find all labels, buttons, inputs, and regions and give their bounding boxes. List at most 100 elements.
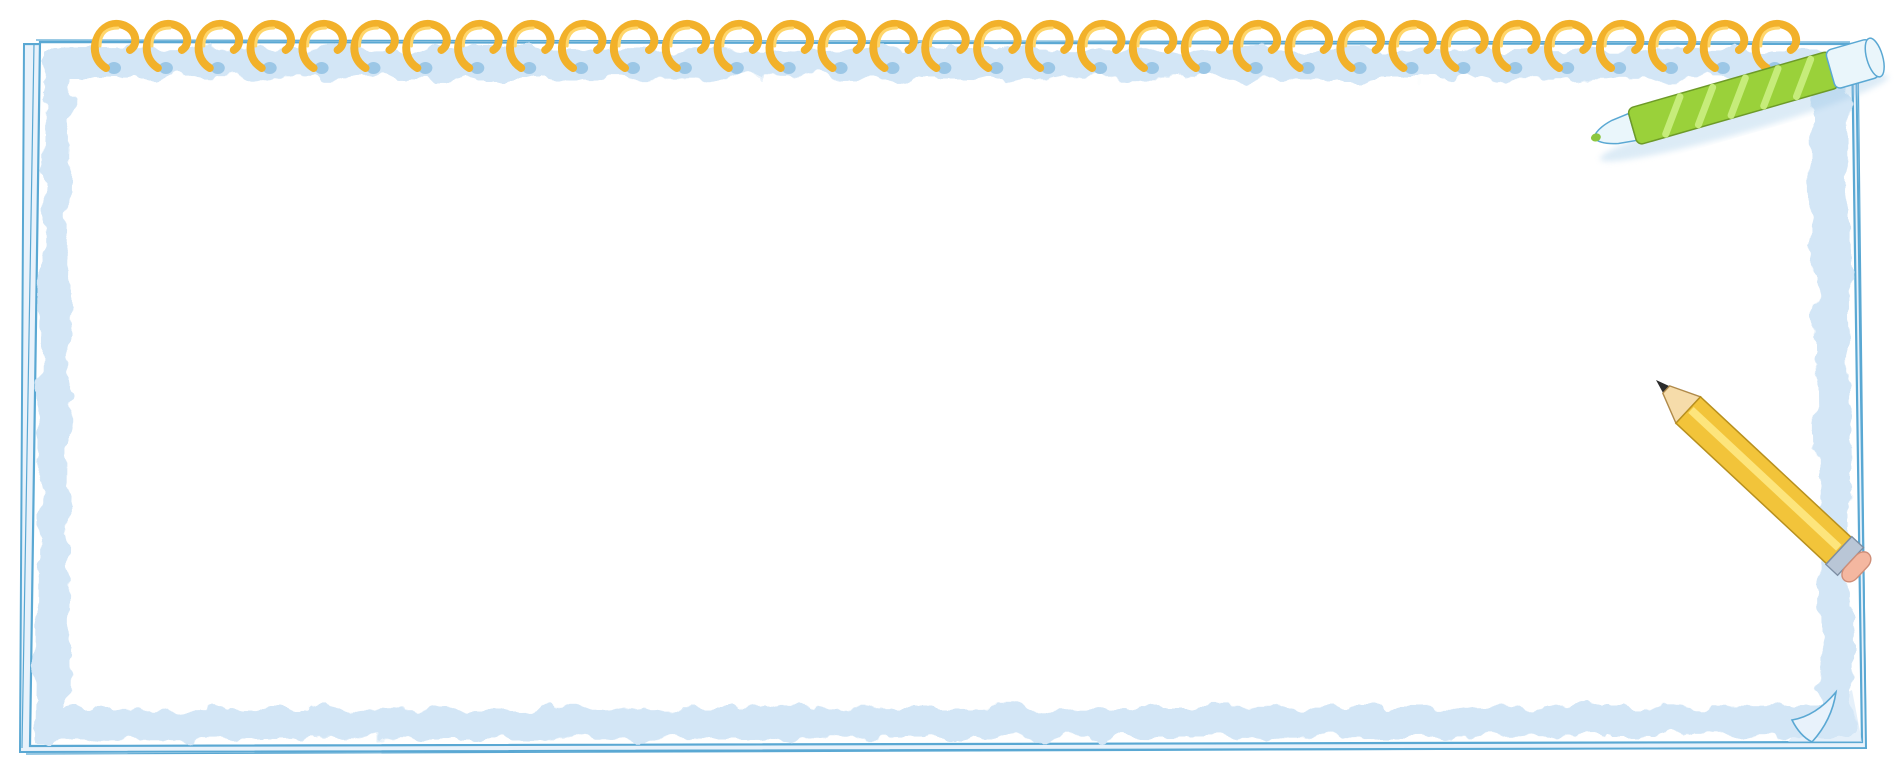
binding-hole: [1145, 62, 1159, 74]
ring-highlight: [306, 26, 328, 48]
binding-hole: [470, 62, 485, 74]
ring-wire: [1647, 20, 1697, 72]
ring-wire: [765, 20, 815, 72]
spiral-ring: [298, 20, 347, 74]
ring-wire: [506, 20, 555, 72]
marker-stripe: [1694, 83, 1717, 129]
spiral-ring: [869, 20, 918, 74]
ring-highlight: [1032, 26, 1054, 48]
binding-hole: [1248, 62, 1263, 74]
ring-highlight: [980, 26, 1002, 48]
marker-stripe: [1727, 74, 1749, 119]
ring-wire: [713, 20, 763, 72]
ring-wire: [609, 20, 659, 72]
binding-hole: [1041, 62, 1056, 74]
binding-hole: [574, 62, 589, 74]
spiral-ring: [1128, 20, 1178, 74]
binding-hole: [158, 62, 173, 74]
binding-hole: [418, 62, 433, 74]
spiral-ring: [350, 20, 399, 74]
binding-hole: [366, 62, 381, 74]
binding-hole: [833, 62, 848, 74]
binding-hole: [729, 62, 744, 74]
ring-wire: [298, 20, 347, 72]
curled-page-corner: [1788, 689, 1862, 743]
spiral-ring: [1699, 20, 1749, 74]
binding-hole: [314, 62, 329, 74]
binding-hole: [1715, 62, 1730, 74]
ring-highlight: [1240, 26, 1262, 48]
ring-highlight: [773, 26, 795, 48]
spiral-ring: [1025, 20, 1074, 74]
spiral-ring: [1232, 20, 1282, 74]
binding-hole: [1352, 62, 1367, 74]
ring-wire: [973, 20, 1022, 72]
ring-highlight: [150, 26, 172, 48]
binding-hole: [1612, 62, 1627, 74]
pencil-highlight: [1688, 406, 1842, 551]
spiral-ring: [1388, 20, 1437, 74]
ring-wire: [1025, 20, 1074, 72]
spiral-ring: [558, 20, 607, 74]
green-marker: [1590, 37, 1889, 162]
ring-wire: [454, 20, 503, 72]
spiral-ring: [402, 20, 451, 74]
spiral-ring: [1284, 20, 1334, 74]
ring-wire: [1284, 20, 1334, 72]
spiral-ring: [1544, 20, 1593, 74]
marker-stripe: [1792, 55, 1815, 101]
ring-wire: [402, 20, 451, 72]
ring-highlight: [877, 26, 898, 48]
ring-highlight: [461, 26, 483, 48]
ring-wire: [142, 20, 192, 72]
spiral-ring: [1440, 20, 1489, 74]
ring-wire: [921, 20, 970, 72]
ring-highlight: [98, 26, 120, 48]
ring-highlight: [409, 26, 431, 48]
ring-wire: [1596, 20, 1645, 72]
binding-hole: [1508, 62, 1523, 74]
marker-nib: [1590, 133, 1601, 142]
binding-hole: [781, 62, 796, 74]
ring-wire: [1388, 20, 1437, 72]
spiral-ring: [90, 20, 140, 74]
ring-wire: [1492, 20, 1541, 72]
spiral-ring: [661, 20, 711, 74]
ring-wire: [558, 20, 607, 72]
binding-hole: [1093, 62, 1108, 74]
binding-hole: [626, 62, 640, 74]
ring-highlight: [1344, 26, 1366, 48]
ring-highlight: [1084, 26, 1106, 48]
ring-wire: [1232, 20, 1282, 72]
binding-hole: [1456, 62, 1471, 74]
spiral-ring: [1596, 20, 1645, 74]
marker-stripe: [1662, 93, 1684, 138]
marker-stripe: [1760, 65, 1782, 110]
page-sketch-line: [21, 39, 1867, 755]
ring-highlight: [1759, 26, 1781, 48]
ring-highlight: [617, 26, 639, 48]
ring-wire: [817, 20, 866, 72]
ring-wire: [661, 20, 711, 72]
binding-hole: [937, 62, 952, 74]
ring-highlight: [928, 26, 950, 48]
marker-shadow: [1600, 74, 1889, 162]
binding-hole: [989, 62, 1004, 74]
pencil-eraser: [1841, 551, 1872, 583]
spiral-ring: [765, 20, 815, 74]
ring-highlight: [1292, 26, 1314, 48]
binding-hole: [1404, 62, 1419, 74]
ring-highlight: [513, 26, 535, 48]
spiral-ring: [194, 20, 244, 74]
spiral-ring: [973, 20, 1022, 74]
spiral-ring: [454, 20, 503, 74]
ring-highlight: [825, 26, 847, 48]
binding-hole: [677, 62, 692, 74]
binding-hole: [885, 62, 900, 74]
ring-wire: [1336, 20, 1385, 72]
marker-stripes: [1662, 55, 1815, 138]
binding-hole: [1664, 62, 1678, 74]
marker-cap-end: [1864, 37, 1885, 78]
